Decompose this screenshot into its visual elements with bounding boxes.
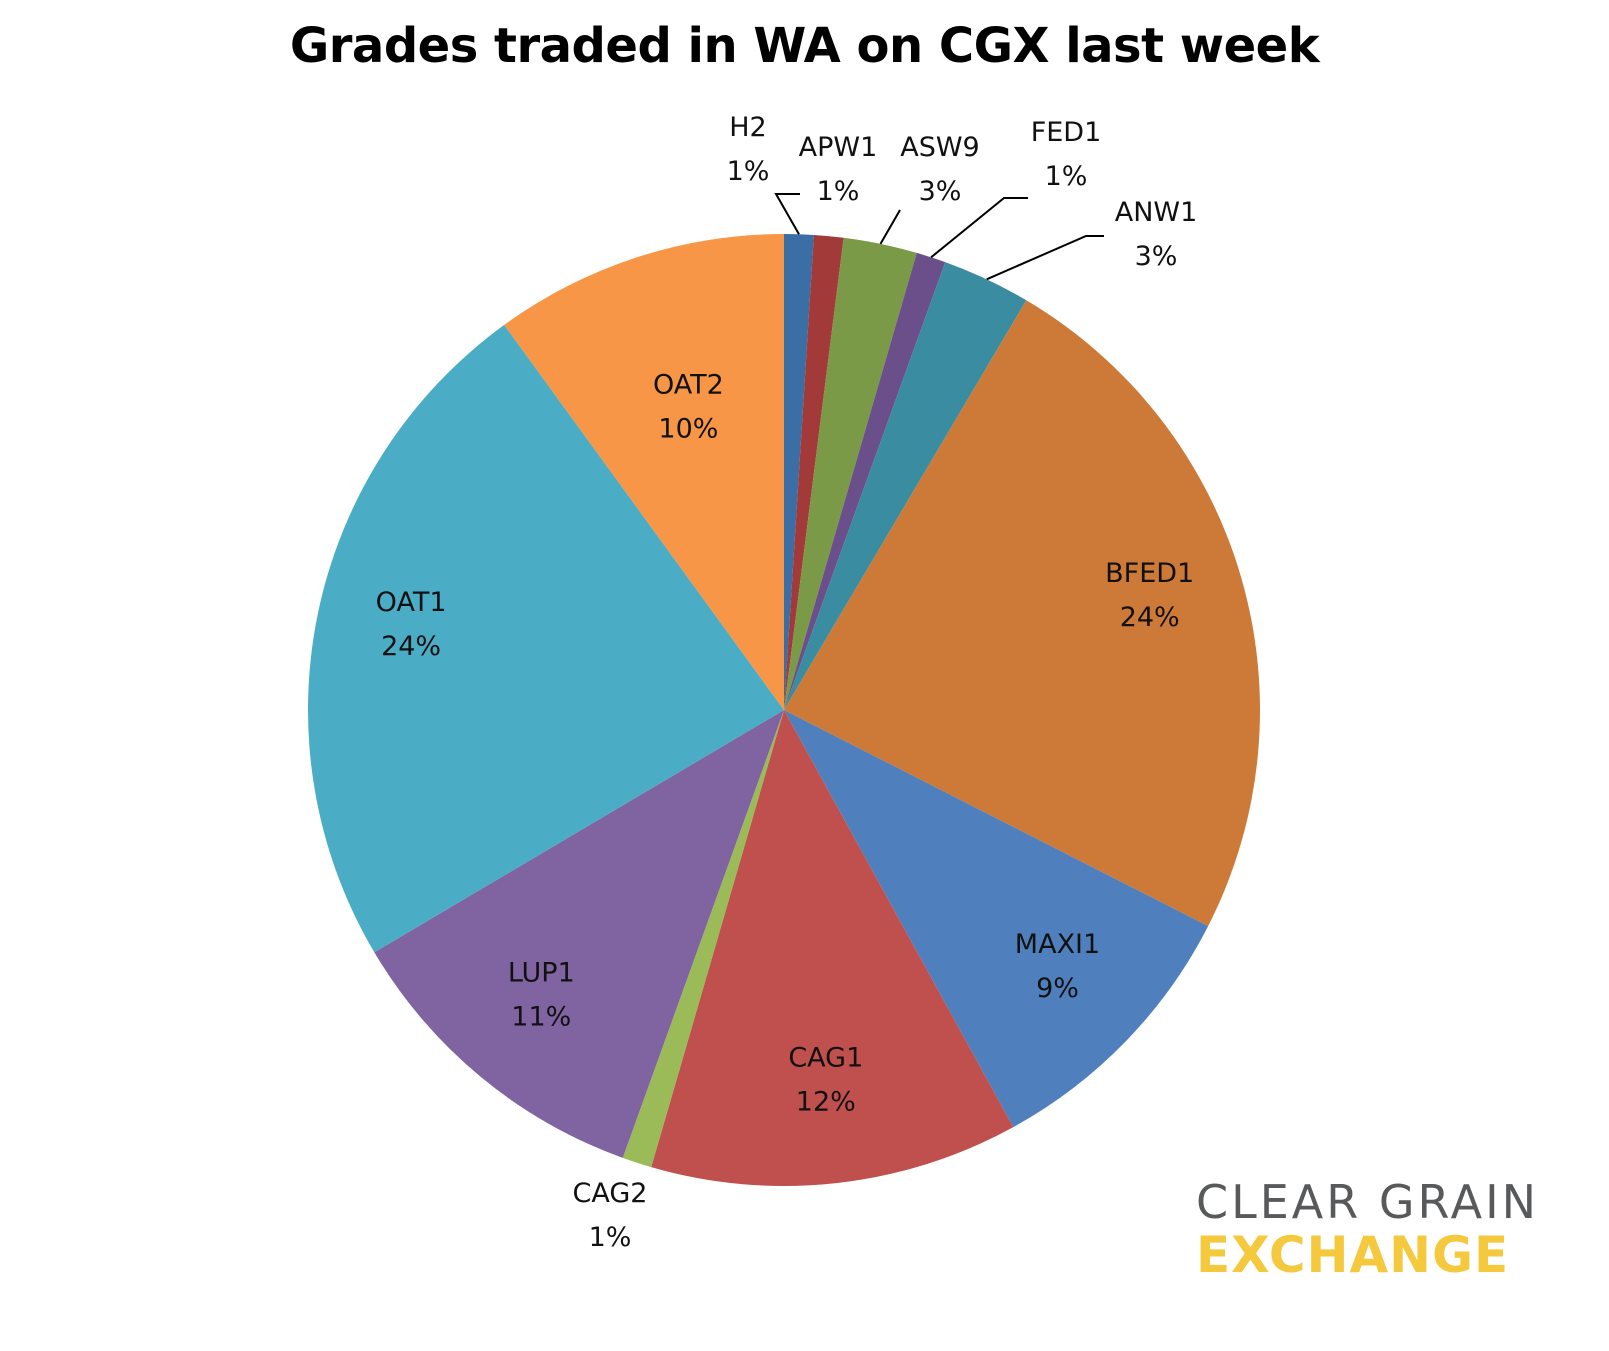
slice-label-oat1: OAT1 [376,587,447,618]
leader-line-h2 [774,193,800,235]
pie-slice-lup1 [374,710,784,1158]
slice-label-cag1: CAG1 [788,1043,863,1074]
pie-slice-asw9 [784,237,917,710]
pie-slice-cag1 [651,710,1014,1186]
pie-slice-bfed1 [784,300,1260,927]
slice-label-asw9: ASW9 [900,132,979,163]
pie-slice-oat2 [504,234,784,710]
slice-pct-oat1: 24% [381,631,441,662]
slice-label-anw1: ANW1 [1115,197,1198,228]
slice-pct-maxi1: 9% [1036,973,1079,1004]
slice-label-bfed1: BFED1 [1105,558,1194,589]
logo-line-1: CLEAR GRAIN [1196,1175,1540,1229]
leader-lines [774,193,1104,281]
slice-pct-bfed1: 24% [1120,602,1180,633]
pie-slice-apw1 [784,234,844,710]
pie-slice-anw1 [784,262,1027,710]
leader-line-anw1 [986,235,1104,281]
pie-slice-maxi1 [784,710,1209,1128]
slice-pct-anw1: 3% [1135,241,1178,272]
logo-line-2: EXCHANGE [1196,1226,1510,1284]
slice-label-fed1: FED1 [1031,117,1102,148]
pie-slice-cag2 [622,710,784,1168]
slice-label-cag2: CAG2 [573,1178,648,1209]
slice-label-apw1: APW1 [799,132,878,163]
slice-pct-oat2: 10% [658,414,718,445]
slice-pct-h2: 1% [727,156,770,187]
slice-pct-lup1: 11% [511,1001,571,1032]
slice-label-maxi1: MAXI1 [1015,929,1100,960]
pie-slice-oat1 [308,324,784,953]
slice-pct-asw9: 3% [919,176,962,207]
slice-labels: H2 1% APW1 1% ASW9 3% FED1 1% ANW1 3% BFED1 24% MAXI… [376,112,1198,1253]
pie-slice-fed1 [784,252,946,710]
slice-pct-fed1: 1% [1045,161,1088,192]
pie-slice-h2 [784,234,814,710]
slice-pct-cag1: 12% [796,1087,856,1118]
leader-line-fed1 [930,197,1028,259]
pie-slices [308,234,1260,1186]
slice-label-lup1: LUP1 [508,957,575,988]
slice-pct-apw1: 1% [817,176,860,207]
slice-label-h2: H2 [729,112,766,143]
clear-grain-exchange-logo: CLEAR GRAIN EXCHANGE [1196,1178,1586,1282]
slice-pct-cag2: 1% [589,1222,632,1253]
slice-label-oat2: OAT2 [653,370,724,401]
leader-line-asw9 [879,209,901,245]
chart-title: Grades traded in WA on CGX last week [289,18,1320,74]
